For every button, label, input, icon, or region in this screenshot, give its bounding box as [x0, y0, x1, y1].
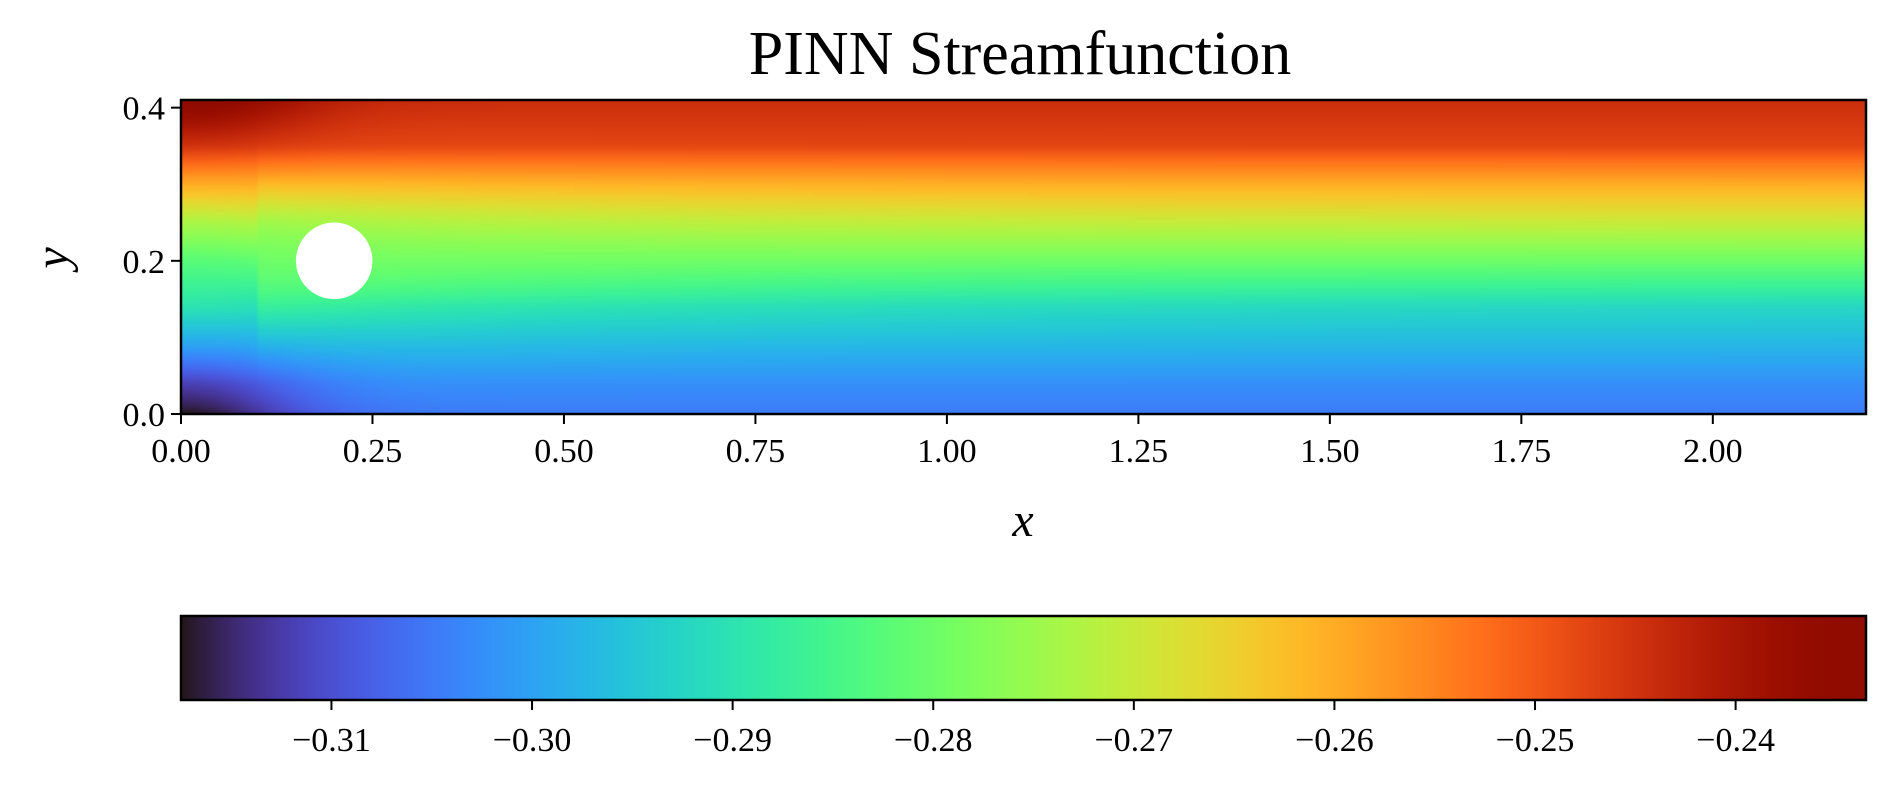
x-tick-label: 1.25	[1109, 433, 1169, 470]
colorbar-gradient	[181, 616, 1866, 700]
x-axis-label: x	[1011, 494, 1033, 547]
colorbar-tick-label: −0.27	[1094, 722, 1173, 759]
plot-frame	[179, 98, 1868, 416]
colorbar-tick-label: −0.26	[1295, 722, 1374, 759]
colorbar: −0.31 −0.30 −0.29 −0.28 −0.27 −0.26 −0.25 −0.24	[179, 614, 1868, 759]
chart-title: PINN Streamfunction	[749, 20, 1291, 88]
x-tick-label: 2.00	[1683, 433, 1743, 470]
y-tick-label: 0.2	[123, 244, 166, 281]
y-axis: 0.0 0.2 0.4	[123, 91, 181, 434]
colorbar-tick-label: −0.31	[292, 722, 371, 759]
y-axis-label: y	[26, 247, 79, 274]
x-tick-label: 1.75	[1492, 433, 1552, 470]
x-tick-label: 0.00	[151, 433, 211, 470]
x-tick-label: 0.75	[726, 433, 786, 470]
colorbar-frame	[179, 614, 1868, 702]
colorbar-tick-label: −0.30	[493, 722, 572, 759]
plot-area	[179, 98, 1868, 416]
colorbar-tick-label: −0.24	[1696, 722, 1775, 759]
obstacle-circle	[295, 222, 373, 300]
heatmap-field	[181, 100, 1866, 414]
colorbar-axis: −0.31 −0.30 −0.29 −0.28 −0.27 −0.26 −0.25 −0.24	[292, 700, 1775, 759]
x-tick-label: 0.25	[343, 433, 403, 470]
colorbar-tick-label: −0.28	[894, 722, 973, 759]
y-tick-label: 0.4	[123, 91, 166, 128]
x-axis: 0.00 0.25 0.50 0.75 1.00 1.25 1.50 1.75 2.00	[151, 414, 1743, 470]
colorbar-tick-label: −0.25	[1496, 722, 1575, 759]
x-tick-label: 1.00	[917, 433, 977, 470]
x-tick-label: 1.50	[1300, 433, 1360, 470]
y-tick-label: 0.0	[123, 397, 166, 434]
x-tick-label: 0.50	[534, 433, 594, 470]
colorbar-tick-label: −0.29	[693, 722, 772, 759]
